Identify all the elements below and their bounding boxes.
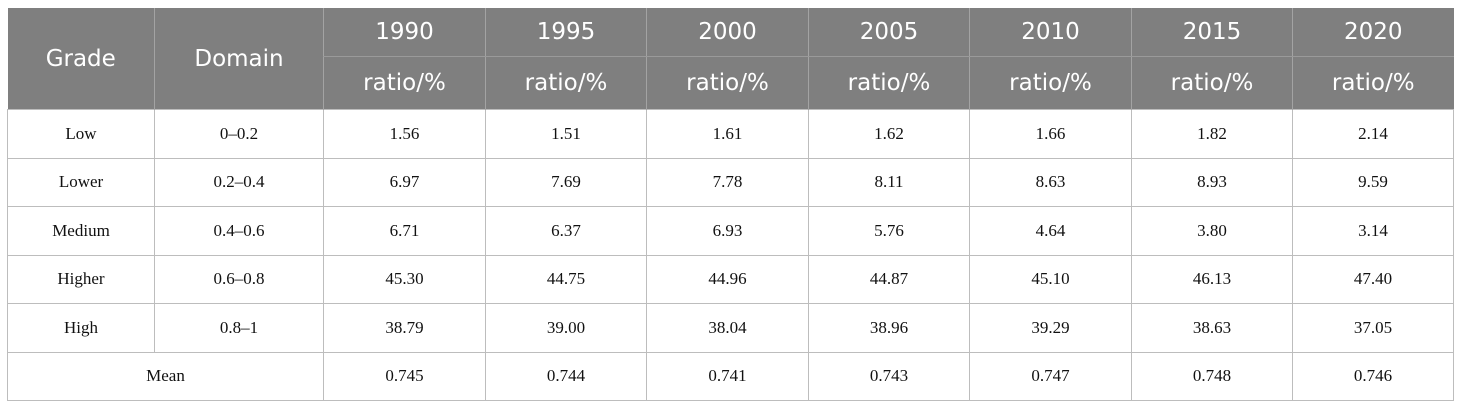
table-row: Low 0–0.2 1.56 1.51 1.61 1.62 1.66 1.82 … xyxy=(7,109,1454,159)
value-cell: 6.37 xyxy=(485,206,647,256)
value-cell: 8.11 xyxy=(808,157,970,207)
mean-value-cell: 0.746 xyxy=(1292,351,1454,401)
ratio-table: Grade Domain 1990 1995 2000 2005 2010 20… xyxy=(7,8,1454,401)
header-unit: ratio/% xyxy=(485,56,647,110)
mean-row: Mean 0.745 0.744 0.741 0.743 0.747 0.748… xyxy=(7,351,1454,401)
mean-value-cell: 0.748 xyxy=(1131,351,1293,401)
value-cell: 44.87 xyxy=(808,254,970,304)
table-row: Lower 0.2–0.4 6.97 7.69 7.78 8.11 8.63 8… xyxy=(7,157,1454,207)
grade-cell: High xyxy=(7,303,155,353)
header-year-2000: 2000 xyxy=(646,8,809,57)
value-cell: 6.97 xyxy=(323,157,486,207)
value-cell: 5.76 xyxy=(808,206,970,256)
value-cell: 45.10 xyxy=(969,254,1132,304)
value-cell: 45.30 xyxy=(323,254,486,304)
table-row: Higher 0.6–0.8 45.30 44.75 44.96 44.87 4… xyxy=(7,254,1454,304)
table-row: Medium 0.4–0.6 6.71 6.37 6.93 5.76 4.64 … xyxy=(7,206,1454,256)
header-unit: ratio/% xyxy=(969,56,1132,110)
value-cell: 9.59 xyxy=(1292,157,1454,207)
header-year-2005: 2005 xyxy=(808,8,970,57)
value-cell: 1.82 xyxy=(1131,109,1293,159)
value-cell: 39.00 xyxy=(485,303,647,353)
value-cell: 37.05 xyxy=(1292,303,1454,353)
table-header: Grade Domain 1990 1995 2000 2005 2010 20… xyxy=(7,8,1454,110)
value-cell: 1.62 xyxy=(808,109,970,159)
mean-label: Mean xyxy=(7,351,324,401)
domain-cell: 0.8–1 xyxy=(154,303,324,353)
value-cell: 44.96 xyxy=(646,254,809,304)
header-year-2015: 2015 xyxy=(1131,8,1293,57)
domain-cell: 0–0.2 xyxy=(154,109,324,159)
value-cell: 2.14 xyxy=(1292,109,1454,159)
value-cell: 6.93 xyxy=(646,206,809,256)
value-cell: 6.71 xyxy=(323,206,486,256)
header-unit: ratio/% xyxy=(323,56,486,110)
value-cell: 7.78 xyxy=(646,157,809,207)
grade-cell: Low xyxy=(7,109,155,159)
header-year-1995: 1995 xyxy=(485,8,647,57)
header-unit: ratio/% xyxy=(808,56,970,110)
domain-cell: 0.4–0.6 xyxy=(154,206,324,256)
header-unit: ratio/% xyxy=(1131,56,1293,110)
value-cell: 7.69 xyxy=(485,157,647,207)
mean-value-cell: 0.743 xyxy=(808,351,970,401)
value-cell: 1.51 xyxy=(485,109,647,159)
mean-value-cell: 0.741 xyxy=(646,351,809,401)
value-cell: 1.61 xyxy=(646,109,809,159)
domain-cell: 0.6–0.8 xyxy=(154,254,324,304)
header-grade: Grade xyxy=(7,8,155,110)
mean-value-cell: 0.744 xyxy=(485,351,647,401)
mean-value-cell: 0.745 xyxy=(323,351,486,401)
mean-value-cell: 0.747 xyxy=(969,351,1132,401)
value-cell: 4.64 xyxy=(969,206,1132,256)
value-cell: 3.80 xyxy=(1131,206,1293,256)
value-cell: 38.63 xyxy=(1131,303,1293,353)
table-row: High 0.8–1 38.79 39.00 38.04 38.96 39.29… xyxy=(7,303,1454,353)
header-year-2020: 2020 xyxy=(1292,8,1454,57)
grade-cell: Medium xyxy=(7,206,155,256)
value-cell: 8.93 xyxy=(1131,157,1293,207)
header-domain: Domain xyxy=(154,8,324,110)
grade-cell: Higher xyxy=(7,254,155,304)
header-year-1990: 1990 xyxy=(323,8,486,57)
value-cell: 3.14 xyxy=(1292,206,1454,256)
value-cell: 1.56 xyxy=(323,109,486,159)
domain-cell: 0.2–0.4 xyxy=(154,157,324,207)
value-cell: 44.75 xyxy=(485,254,647,304)
value-cell: 39.29 xyxy=(969,303,1132,353)
header-year-2010: 2010 xyxy=(969,8,1132,57)
value-cell: 8.63 xyxy=(969,157,1132,207)
table-body: Low 0–0.2 1.56 1.51 1.61 1.62 1.66 1.82 … xyxy=(7,109,1454,401)
value-cell: 38.79 xyxy=(323,303,486,353)
value-cell: 38.04 xyxy=(646,303,809,353)
header-unit: ratio/% xyxy=(646,56,809,110)
value-cell: 1.66 xyxy=(969,109,1132,159)
grade-cell: Lower xyxy=(7,157,155,207)
value-cell: 46.13 xyxy=(1131,254,1293,304)
header-unit: ratio/% xyxy=(1292,56,1454,110)
value-cell: 47.40 xyxy=(1292,254,1454,304)
value-cell: 38.96 xyxy=(808,303,970,353)
